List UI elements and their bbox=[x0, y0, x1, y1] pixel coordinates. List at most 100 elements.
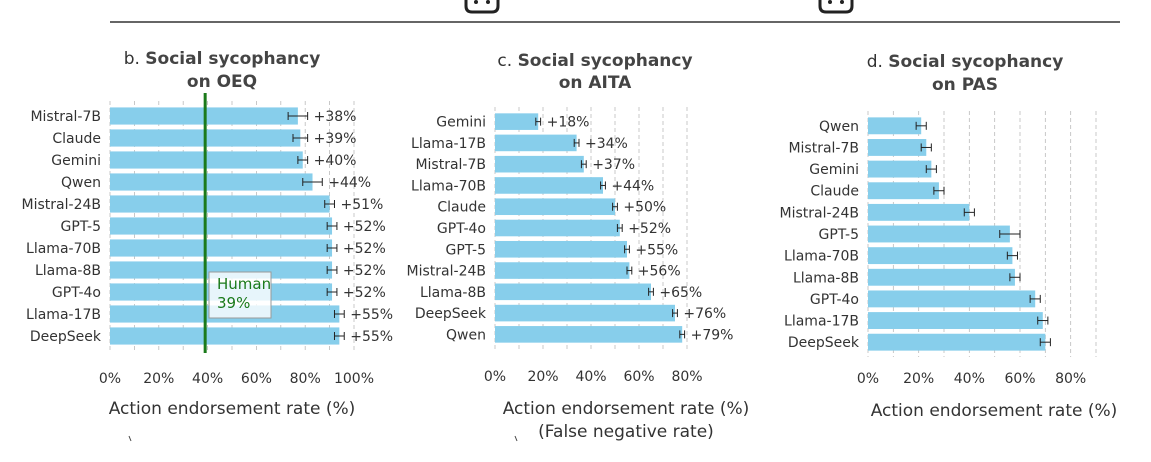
y-tick-label: GPT-4o bbox=[810, 292, 859, 308]
data-label: +56% bbox=[638, 264, 681, 280]
bar-llama-17b bbox=[495, 134, 577, 152]
x-tick-label: 80% bbox=[1055, 371, 1086, 387]
data-label: +38% bbox=[314, 109, 357, 125]
data-label: +44% bbox=[328, 175, 371, 191]
y-tick-label: Llama-8B bbox=[420, 285, 486, 301]
data-label: +76% bbox=[683, 306, 726, 322]
data-label: +18% bbox=[547, 115, 590, 131]
data-label: +39% bbox=[314, 131, 357, 147]
chart-title: b. Social sycophancy bbox=[124, 49, 321, 69]
data-label: +55% bbox=[635, 242, 678, 258]
x-tick-label: 0% bbox=[99, 371, 121, 387]
chart-title-line2: on PAS bbox=[932, 75, 998, 95]
bar-claude bbox=[495, 198, 615, 216]
y-tick-label: Mistral-7B bbox=[788, 140, 859, 156]
robot-icon-eye-left bbox=[474, 0, 478, 4]
chart-title-text: Social sycophancy bbox=[888, 52, 1063, 72]
robot-icon-eye-left bbox=[828, 0, 832, 4]
y-tick-label: Mistral-24B bbox=[780, 205, 859, 221]
data-label: +52% bbox=[343, 219, 386, 235]
bar-qwen bbox=[110, 173, 313, 191]
data-label: +37% bbox=[592, 157, 635, 173]
x-axis-label-line2: (False negative rate) bbox=[538, 422, 714, 442]
data-label: +34% bbox=[585, 136, 628, 152]
chart-title-text: Social sycophancy bbox=[145, 49, 320, 69]
human-label-box bbox=[208, 271, 272, 319]
y-tick-label: Llama-17B bbox=[26, 307, 101, 323]
bar-mistral-24b bbox=[110, 195, 330, 213]
y-tick-label: Llama-70B bbox=[411, 178, 486, 194]
bar-mistral-24b bbox=[495, 262, 630, 279]
y-tick-label: Claude bbox=[810, 184, 859, 200]
chart-panel-b: b. Social sycophancy on OEQ Mistral-7B +38%… bbox=[22, 49, 394, 419]
x-tick-label: 100% bbox=[334, 371, 374, 387]
x-tick-label: 20% bbox=[527, 369, 558, 385]
y-tick-label: Gemini bbox=[51, 153, 101, 169]
data-label: +52% bbox=[343, 241, 386, 257]
bar-gpt-5 bbox=[868, 225, 1010, 243]
y-tick-label: Llama-70B bbox=[26, 241, 101, 257]
bar-mistral-24b bbox=[868, 203, 970, 221]
data-label: +51% bbox=[340, 197, 383, 213]
data-label: +79% bbox=[691, 327, 734, 343]
x-tick-label: 80% bbox=[290, 371, 321, 387]
human-label-text: Human bbox=[217, 275, 271, 293]
chart-title: c. Social sycophancy bbox=[497, 51, 692, 71]
bar-mistral-7b bbox=[868, 139, 927, 156]
x-tick-label: 80% bbox=[671, 369, 702, 385]
x-tick-label: 0% bbox=[857, 371, 879, 387]
y-tick-label: Gemini bbox=[436, 115, 486, 131]
y-tick-label: Claude bbox=[52, 131, 101, 147]
chart-panel-letter: d. bbox=[867, 52, 889, 72]
x-tick-label: 0% bbox=[484, 369, 506, 385]
chart-panel-letter: c. bbox=[497, 51, 517, 71]
bar-gpt-5 bbox=[110, 217, 333, 235]
chart-title-text: Social sycophancy bbox=[518, 51, 693, 71]
data-label: +52% bbox=[628, 221, 671, 237]
robot-icon bbox=[464, 0, 500, 14]
data-label: +40% bbox=[314, 153, 357, 169]
bar-gpt-5 bbox=[495, 240, 627, 258]
x-tick-label: 40% bbox=[575, 369, 606, 385]
bar-qwen bbox=[868, 117, 922, 135]
y-tick-label: Mistral-7B bbox=[415, 157, 486, 173]
data-label: +52% bbox=[343, 285, 386, 301]
bar-gemini bbox=[868, 160, 932, 178]
chart-title: d. Social sycophancy bbox=[867, 52, 1064, 72]
bar-gemini bbox=[495, 113, 539, 130]
x-axis-label: Action endorsement rate (%) bbox=[871, 401, 1118, 421]
bar-gpt-4o bbox=[868, 290, 1036, 308]
data-label: +55% bbox=[350, 329, 393, 345]
y-tick-label: DeepSeek bbox=[30, 329, 102, 345]
data-label: +44% bbox=[611, 178, 654, 194]
chart-title-line2: on OEQ bbox=[187, 72, 257, 92]
bar-deepseek bbox=[495, 304, 675, 322]
bar-claude bbox=[868, 182, 939, 200]
stray-mark bbox=[128, 435, 132, 442]
bar-llama-17b bbox=[868, 312, 1043, 329]
bar-llama-70b bbox=[110, 239, 333, 257]
stray-mark bbox=[514, 435, 518, 442]
bar-deepseek bbox=[110, 327, 340, 345]
x-tick-label: 20% bbox=[143, 371, 174, 387]
y-tick-label: Llama-8B bbox=[35, 263, 101, 279]
bar-llama-8b bbox=[868, 268, 1015, 286]
x-tick-label: 40% bbox=[954, 371, 985, 387]
y-tick-label: Qwen bbox=[446, 327, 486, 343]
y-tick-label: DeepSeek bbox=[788, 335, 860, 351]
robot-icon-eye-right bbox=[840, 0, 844, 4]
bar-mistral-7b bbox=[495, 155, 584, 173]
chart-title-line2: on AITA bbox=[559, 73, 632, 93]
y-tick-label: Llama-17B bbox=[784, 314, 859, 330]
y-tick-label: Mistral-7B bbox=[30, 109, 101, 125]
bar-llama-70b bbox=[868, 247, 1013, 265]
bar-llama-8b bbox=[110, 261, 333, 279]
x-tick-label: 60% bbox=[1004, 371, 1035, 387]
x-axis-label: Action endorsement rate (%) bbox=[503, 399, 750, 419]
x-tick-label: 20% bbox=[903, 371, 934, 387]
chart-panel-d: d. Social sycophancy on PAS Qwen Mistral-7B… bbox=[780, 52, 1118, 421]
y-tick-label: Qwen bbox=[819, 119, 859, 135]
y-tick-label: GPT-5 bbox=[60, 219, 101, 235]
